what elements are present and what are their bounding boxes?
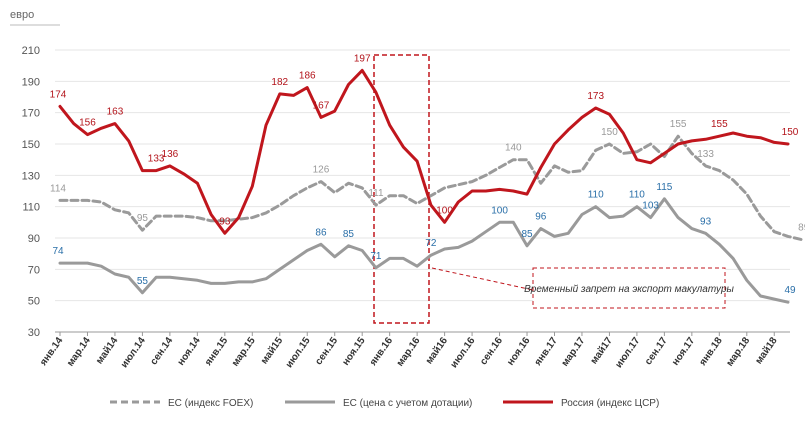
x-tick-label: сен.14 (149, 335, 176, 367)
y-tick-label: 190 (22, 76, 40, 88)
data-label-subsidy: 85 (343, 229, 355, 240)
x-tick-label: мар.14 (65, 335, 93, 369)
data-label-foex: 95 (137, 213, 149, 224)
data-label-foex: 126 (313, 165, 330, 176)
data-label-russia: 100 (436, 205, 453, 216)
y-tick-label: 210 (22, 45, 40, 57)
y-tick-label: 70 (28, 264, 40, 276)
data-label-subsidy: 55 (137, 276, 149, 287)
x-tick-label: июл.14 (119, 335, 148, 370)
data-label-foex: 140 (505, 143, 522, 154)
data-label-foex: 89 (798, 223, 805, 234)
y-tick-label: 90 (28, 233, 40, 245)
series-line-foex (58, 134, 804, 242)
data-label-subsidy: 115 (656, 182, 672, 193)
x-tick-label: янв.15 (203, 335, 231, 368)
data-label-subsidy: 96 (535, 212, 547, 223)
x-tick-label: янв.18 (697, 335, 725, 368)
data-label-russia: 186 (299, 71, 316, 82)
data-label-foex: 150 (601, 127, 618, 138)
annotation-text: Временный запрет на экспорт макулатуры (524, 284, 734, 295)
data-label-subsidy: 93 (700, 216, 712, 227)
x-tick-label: ноя.14 (176, 335, 203, 368)
y-tick-label: 50 (28, 296, 40, 308)
x-tick-label: сен.15 (313, 335, 340, 367)
x-tick-label: мар.17 (560, 335, 588, 369)
x-tick-label: мар.18 (724, 335, 752, 369)
data-label-foex: 133 (697, 149, 714, 160)
x-tick-label: сен.17 (643, 335, 670, 367)
annotation-box (532, 267, 726, 309)
x-tick-label: мар.15 (230, 335, 258, 369)
data-label-russia: 155 (711, 119, 728, 130)
x-tick-label: сен.16 (478, 335, 505, 367)
x-tick-label: ноя.17 (670, 335, 697, 368)
y-axis-unit: евро (10, 9, 34, 21)
x-tick-label: янв.14 (38, 335, 66, 368)
data-label-russia: 174 (50, 89, 67, 100)
x-tick-label: ноя.15 (340, 335, 367, 368)
x-tick-label: май17 (589, 335, 616, 366)
annotation-leader (431, 267, 534, 291)
data-label-russia: 163 (107, 107, 124, 118)
y-tick-label: 30 (28, 327, 40, 339)
y-tick-label: 170 (22, 108, 40, 120)
x-tick-label: июл.17 (613, 335, 642, 370)
x-tick-label: май16 (424, 335, 451, 366)
data-label-russia: 173 (587, 91, 604, 102)
legend-label-foex: ЕС (индекс FOEX) (168, 398, 253, 409)
x-tick-label: июл.15 (284, 335, 313, 370)
x-tick-label: июл.16 (449, 335, 478, 370)
data-label-russia: 197 (354, 53, 371, 64)
y-tick-label: 150 (22, 139, 40, 151)
x-tick-label: янв.17 (533, 335, 561, 368)
data-label-foex: 155 (670, 119, 687, 130)
data-label-foex: 111 (368, 188, 384, 199)
data-label-russia: 93 (219, 216, 231, 227)
x-tick-label: май14 (94, 335, 121, 366)
data-label-subsidy: 100 (491, 205, 508, 216)
y-tick-label: 110 (22, 202, 40, 214)
data-labels: 114 95 126 111 140 150 155 133 89 74 55 86 85 71 72 100… (50, 53, 805, 296)
y-axis-ticks: 30 50 70 90 110 130 150 170 190 210 (22, 45, 40, 339)
x-tick-label: ноя.16 (505, 335, 532, 368)
legend-label-subsidy: ЕС (цена с учетом дотации) (343, 398, 472, 409)
data-label-subsidy: 49 (784, 285, 796, 296)
series-line-russia (58, 68, 790, 235)
x-tick-label: май18 (753, 335, 780, 366)
data-label-russia: 182 (271, 77, 288, 88)
data-label-subsidy: 110 (629, 190, 645, 201)
data-label-subsidy: 86 (315, 227, 327, 238)
x-tick-label: мар.16 (395, 335, 423, 369)
series-lines (58, 68, 804, 304)
data-label-subsidy: 71 (370, 251, 382, 262)
data-label-russia: 133 (148, 154, 165, 165)
x-tick-label: янв.16 (368, 335, 396, 368)
x-tick-label: май15 (259, 335, 286, 366)
data-label-foex: 114 (50, 183, 66, 194)
data-label-subsidy: 72 (425, 238, 437, 249)
data-label-russia: 150 (782, 127, 799, 138)
data-label-russia: 136 (162, 149, 179, 160)
data-label-subsidy: 74 (52, 246, 64, 257)
legend: ЕС (индекс FOEX) ЕС (цена с учетом дотац… (110, 398, 659, 409)
data-label-subsidy: 85 (521, 229, 533, 240)
series-line-subsidy (58, 197, 790, 304)
legend-label-russia: Россия (индекс ЦСР) (561, 398, 659, 409)
data-label-russia: 156 (79, 118, 96, 129)
data-label-russia: 167 (313, 100, 330, 111)
data-label-subsidy: 103 (642, 201, 659, 212)
data-label-subsidy: 110 (588, 190, 604, 201)
export-ban-period-box (373, 54, 430, 324)
y-tick-label: 130 (22, 170, 40, 182)
